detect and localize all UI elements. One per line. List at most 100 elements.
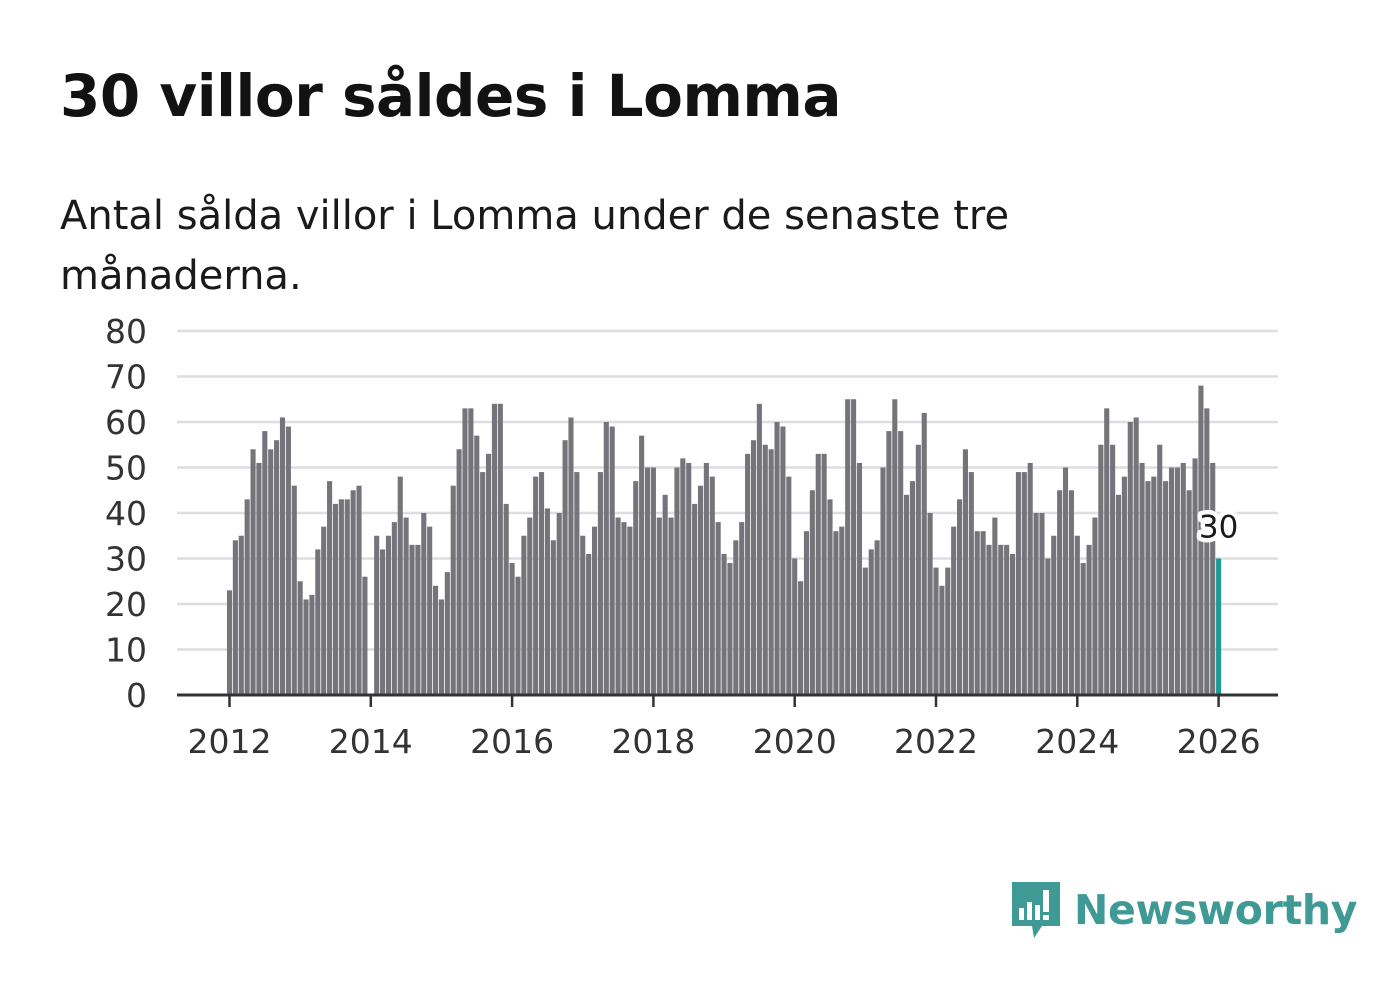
bar: [774, 422, 780, 695]
bar: [574, 472, 580, 695]
x-tick-label: 2018: [611, 722, 695, 761]
bar: [780, 426, 786, 695]
y-tick-label: 50: [105, 449, 147, 488]
bar: [792, 558, 798, 695]
bar: [509, 563, 515, 695]
bar: [1133, 417, 1139, 695]
bar: [356, 485, 362, 695]
bar: [927, 513, 933, 695]
bar: [491, 403, 497, 695]
bar: [974, 531, 980, 695]
bar: [1086, 544, 1092, 695]
x-tick-label: 2022: [894, 722, 978, 761]
bar: [768, 449, 774, 695]
bar: [474, 435, 480, 695]
bar: [874, 540, 880, 695]
x-tick-label: 2026: [1177, 722, 1261, 761]
bar: [256, 462, 262, 695]
bar: [892, 399, 898, 695]
y-tick-label: 70: [105, 358, 147, 397]
bar: [433, 585, 439, 695]
bar: [550, 540, 556, 695]
bar: [962, 449, 968, 695]
bar: [544, 508, 550, 695]
bar: [486, 453, 492, 695]
bar: [1110, 444, 1116, 695]
y-axis-tick-labels: 0 10 20 30 40 50 60 70 80: [105, 312, 147, 715]
bar: [1192, 458, 1198, 695]
bar: [986, 544, 992, 695]
bar: [427, 526, 433, 695]
bar: [633, 481, 639, 695]
bar: [880, 467, 886, 695]
bar: [898, 431, 904, 695]
bar: [291, 485, 297, 695]
bar: [798, 581, 804, 695]
bar: [303, 599, 309, 695]
bar: [497, 403, 503, 695]
bar: [597, 472, 603, 695]
bar: [421, 513, 427, 695]
bar: [226, 590, 233, 695]
bar: [503, 503, 509, 695]
bar: [1068, 490, 1074, 695]
bar: [839, 526, 845, 695]
bar: [750, 440, 757, 695]
chart-title: 30 villor såldes i Lomma: [60, 62, 842, 130]
bar: [1198, 385, 1204, 695]
bar: [521, 535, 527, 695]
bar: [992, 517, 998, 695]
y-tick-label: 10: [105, 631, 147, 670]
bar: [332, 503, 339, 695]
bar: [409, 544, 415, 695]
x-tick-label: 2016: [470, 722, 554, 761]
bar: [627, 526, 633, 695]
bar: [380, 549, 386, 695]
bar: [1021, 472, 1027, 695]
bar-latest: [1216, 558, 1222, 695]
y-tick-label: 20: [105, 585, 147, 624]
bar: [268, 449, 274, 695]
bar: [1092, 517, 1098, 695]
bar: [1074, 535, 1080, 695]
bar: [809, 490, 815, 695]
brand-name: Newsworthy: [1074, 886, 1358, 934]
bar: [915, 444, 921, 695]
bar: [580, 535, 586, 695]
bar: [686, 462, 692, 695]
bar: [385, 535, 392, 695]
bar: [1145, 481, 1151, 695]
bar: [680, 458, 686, 695]
bar: [1004, 544, 1010, 695]
bar: [821, 453, 827, 695]
bar: [1051, 535, 1057, 695]
bar: [692, 503, 698, 695]
bar: [603, 422, 609, 695]
bar: [1009, 553, 1016, 695]
y-tick-label: 60: [105, 403, 147, 442]
y-tick-label: 0: [126, 676, 147, 715]
bar: [285, 426, 291, 695]
bar: [533, 476, 539, 695]
bar: [315, 549, 321, 695]
bar: [1015, 472, 1021, 695]
bar: [586, 553, 592, 695]
bar: [856, 462, 863, 695]
bar: [662, 494, 668, 695]
bar: [615, 517, 621, 695]
bar: [374, 535, 380, 695]
bar: [762, 444, 768, 695]
bar: [1027, 462, 1033, 695]
bar: [279, 417, 286, 695]
bar: [1127, 422, 1133, 695]
bar: [568, 417, 574, 695]
bar: [815, 453, 821, 695]
bar: [262, 431, 268, 695]
bar: [515, 576, 521, 695]
x-tick-label: 2014: [329, 722, 413, 761]
bar: [1115, 494, 1122, 695]
bar: [674, 467, 680, 695]
x-axis-ticks: 2012 2014 2016 2018 2020 2022 2024 2026: [188, 695, 1261, 761]
bar: [939, 585, 945, 695]
